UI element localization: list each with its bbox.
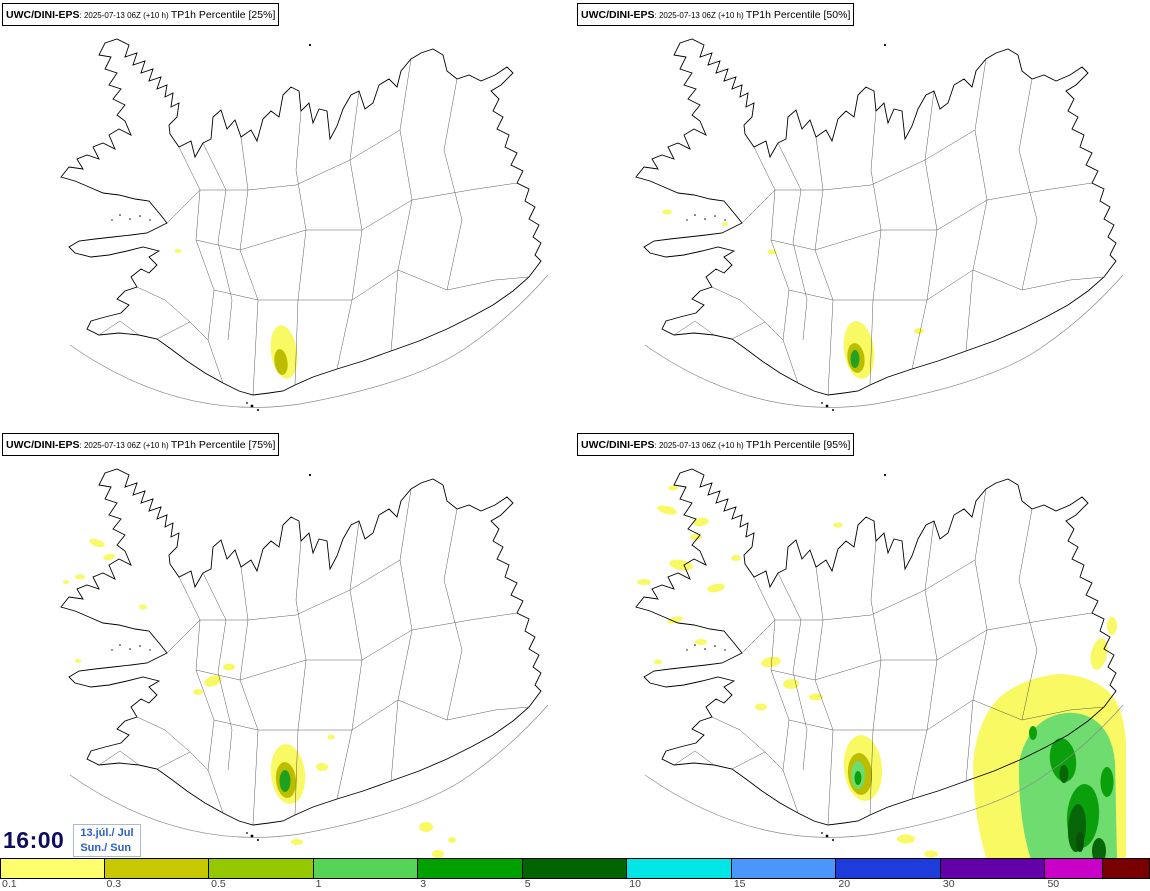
colorbar-swatch — [209, 858, 314, 879]
map-75 — [60, 468, 549, 858]
colorbar-label: 0.1 — [2, 878, 17, 890]
map-50 — [635, 38, 1124, 412]
run-info: : 2025-07-13 06Z (+10 h) — [79, 441, 171, 450]
colorbar-label: 15 — [733, 878, 746, 890]
model-name: UWC/DINI-EPS — [581, 439, 655, 451]
iceland-map — [60, 38, 549, 412]
valid-time: 16:00 — [3, 827, 65, 854]
precip-overlay — [174, 249, 298, 379]
colorbar-swatch — [1045, 858, 1103, 879]
panel-grid: UWC/DINI-EPS: 2025-07-13 06Z (+10 h) TP1… — [0, 0, 1150, 860]
colorbar-segment: 0.5 — [209, 858, 314, 891]
colorbar-swatch — [418, 858, 523, 879]
colorbar-segment — [1102, 858, 1150, 891]
colorbar-swatch — [522, 858, 628, 879]
colorbar-segment: 0.3 — [104, 858, 210, 891]
colorbar-label: 5 — [524, 878, 531, 890]
colorbar: 0.1 0.3 0.5 1 3 5 10 15 20 30 50 — [0, 858, 1150, 891]
colorbar-label: 50 — [1047, 878, 1060, 890]
model-name: UWC/DINI-EPS — [581, 9, 655, 21]
model-name: UWC/DINI-EPS — [6, 439, 80, 451]
run-info: : 2025-07-13 06Z (+10 h) — [654, 441, 746, 450]
colorbar-swatch — [104, 858, 210, 879]
colorbar-label: 3 — [420, 878, 427, 890]
colorbar-segment: 0.1 — [0, 858, 105, 891]
precip-overlay — [63, 538, 456, 858]
colorbar-label: 10 — [629, 878, 641, 890]
param-name: TP1h Percentile [25%] — [170, 9, 276, 21]
param-name: TP1h Percentile [75%] — [170, 439, 276, 451]
panel-title: UWC/DINI-EPS: 2025-07-13 06Z (+10 h) TP1… — [2, 3, 280, 27]
colorbar-segment: 10 — [627, 858, 732, 891]
panel-percentile-75: UWC/DINI-EPS: 2025-07-13 06Z (+10 h) TP1… — [0, 430, 575, 860]
colorbar-label: 20 — [838, 878, 851, 890]
model-name: UWC/DINI-EPS — [6, 9, 80, 21]
day-label: Sun./ Sun — [80, 841, 132, 854]
param-name: TP1h Percentile [50%] — [745, 9, 851, 21]
colorbar-swatch — [0, 858, 105, 879]
date-box: 13.júl./ Jul Sun./ Sun — [73, 824, 141, 857]
colorbar-segment: 1 — [313, 858, 419, 891]
colorbar-segment: 15 — [731, 858, 837, 891]
footer-time-strip: 16:00 13.júl./ Jul Sun./ Sun — [3, 824, 141, 857]
colorbar-segment: 30 — [940, 858, 1046, 891]
panel-title: UWC/DINI-EPS: 2025-07-13 06Z (+10 h) TP1… — [2, 433, 280, 457]
map-95 — [635, 468, 1126, 860]
colorbar-label: 0.3 — [106, 878, 122, 890]
iceland-map — [635, 38, 1124, 412]
precip-overlay — [662, 209, 924, 379]
panel-title: UWC/DINI-EPS: 2025-07-13 06Z (+10 h) TP1… — [577, 3, 855, 27]
colorbar-segment: 20 — [836, 858, 941, 891]
colorbar-swatch — [940, 858, 1046, 879]
colorbar-label: 0.5 — [211, 878, 226, 890]
colorbar-label: 30 — [942, 878, 955, 890]
colorbar-segment: 3 — [418, 858, 523, 891]
colorbar-segment: 5 — [522, 858, 628, 891]
colorbar-swatch — [731, 858, 837, 879]
colorbar-label: 1 — [315, 878, 322, 890]
panel-percentile-50: UWC/DINI-EPS: 2025-07-13 06Z (+10 h) TP1… — [575, 0, 1150, 430]
param-name: TP1h Percentile [95%] — [745, 439, 851, 451]
precip-overlay — [637, 485, 1126, 860]
colorbar-swatch — [627, 858, 732, 879]
panel-percentile-25: UWC/DINI-EPS: 2025-07-13 06Z (+10 h) TP1… — [0, 0, 575, 430]
map-25 — [60, 38, 549, 412]
colorbar-swatch — [313, 858, 419, 879]
date-label: 13.júl./ Jul — [80, 827, 134, 840]
panel-percentile-95: UWC/DINI-EPS: 2025-07-13 06Z (+10 h) TP1… — [575, 430, 1150, 860]
run-info: : 2025-07-13 06Z (+10 h) — [79, 11, 171, 20]
colorbar-swatch — [1102, 858, 1150, 879]
panel-title: UWC/DINI-EPS: 2025-07-13 06Z (+10 h) TP1… — [577, 433, 855, 457]
colorbar-swatch — [836, 858, 941, 879]
colorbar-segment: 50 — [1045, 858, 1103, 891]
run-info: : 2025-07-13 06Z (+10 h) — [654, 11, 746, 20]
